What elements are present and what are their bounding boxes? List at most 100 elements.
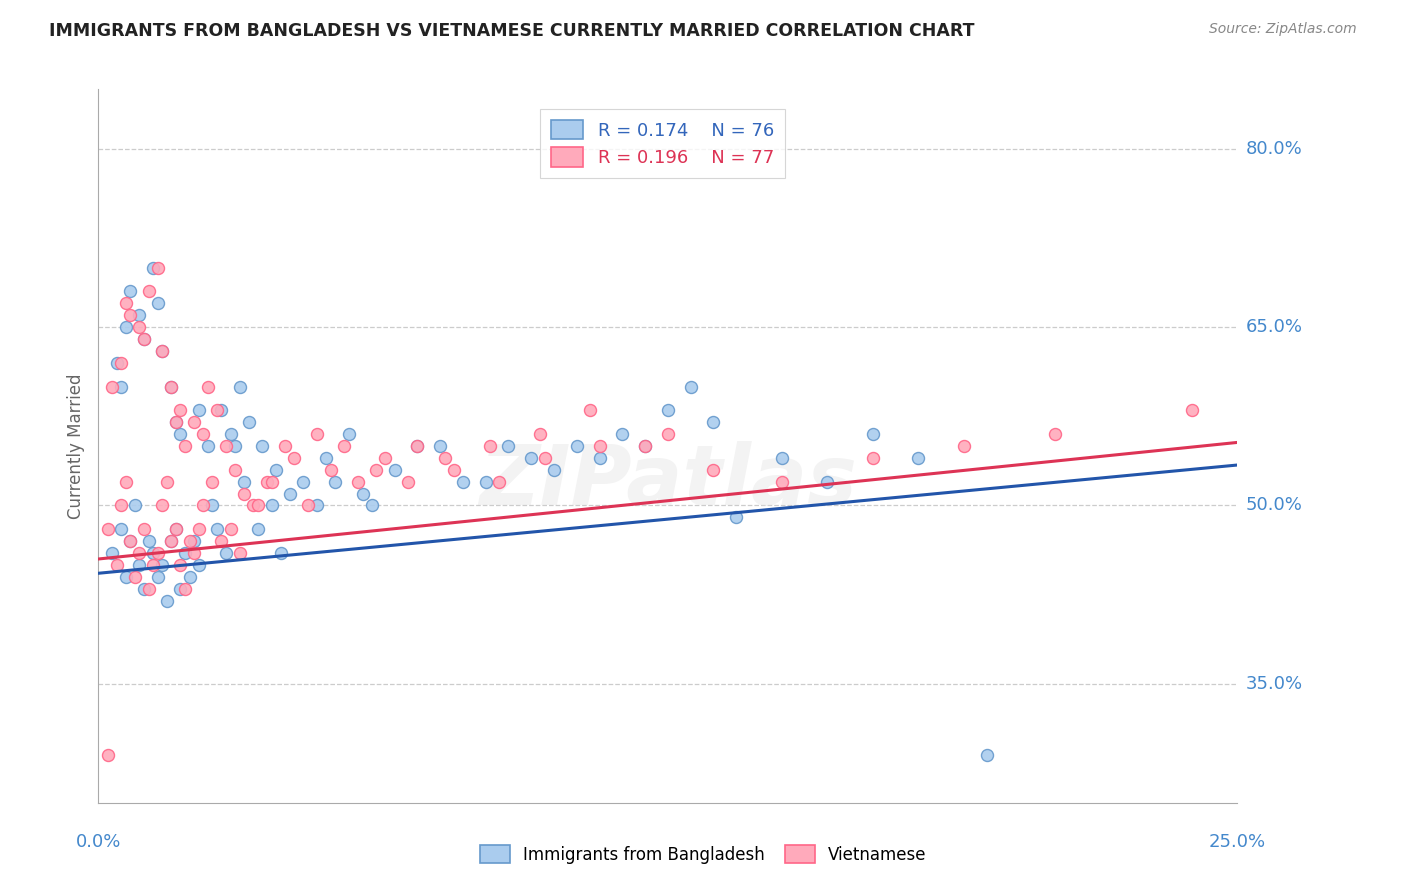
Point [197,379,219,393]
Point [183,415,205,429]
Point [1181,403,1204,417]
Point [219,427,242,442]
Point [156,593,179,607]
Point [128,546,150,560]
Point [406,439,429,453]
Point [193,499,215,513]
Point [862,427,884,442]
Point [352,486,374,500]
Point [169,427,191,442]
Point [433,450,456,465]
Point [543,463,565,477]
Point [319,463,342,477]
Point [142,558,165,572]
Point [634,439,657,453]
Point [588,450,610,465]
Text: 50.0%: 50.0% [1246,497,1302,515]
Text: 80.0%: 80.0% [1246,140,1302,158]
Point [150,343,173,358]
Point [333,439,356,453]
Point [193,427,215,442]
Point [120,534,142,549]
Point [183,534,205,549]
Point [347,475,370,489]
Point [228,379,250,393]
Point [770,450,793,465]
Point [128,320,150,334]
Point [256,475,278,489]
Point [174,546,197,560]
Point [101,379,124,393]
Point [96,522,118,536]
Point [976,748,998,763]
Point [110,356,132,370]
Point [138,534,160,549]
Point [366,463,388,477]
Point [634,439,657,453]
Point [307,499,329,513]
Point [150,499,173,513]
Point [150,558,173,572]
Point [260,499,283,513]
Point [529,427,551,442]
Point [110,379,132,393]
Point [165,522,187,536]
Point [702,415,724,429]
Point [146,296,169,310]
Point [132,332,155,346]
Point [201,499,224,513]
Point [657,427,679,442]
Point [520,450,543,465]
Text: Source: ZipAtlas.com: Source: ZipAtlas.com [1209,22,1357,37]
Point [165,522,187,536]
Point [165,415,187,429]
Point [105,558,128,572]
Point [169,582,191,596]
Point [174,582,197,596]
Point [246,522,269,536]
Point [565,439,588,453]
Point [488,475,510,489]
Point [1043,427,1066,442]
Point [315,450,337,465]
Point [474,475,496,489]
Point [114,475,136,489]
Point [110,522,132,536]
Point [120,285,142,299]
Point [205,403,228,417]
Point [374,450,396,465]
Point [209,534,232,549]
Point [657,403,679,417]
Point [209,403,232,417]
Point [156,475,179,489]
Point [179,534,201,549]
Point [165,415,187,429]
Point [205,522,228,536]
Point [274,439,297,453]
Point [96,748,118,763]
Point [187,403,209,417]
Point [124,499,146,513]
Text: 25.0%: 25.0% [1209,833,1265,851]
Point [146,260,169,275]
Point [953,439,976,453]
Point [612,427,634,442]
Point [224,463,246,477]
Point [679,379,702,393]
Point [187,522,209,536]
Point [215,439,238,453]
Point [384,463,406,477]
Point [264,463,287,477]
Point [907,450,929,465]
Point [183,546,205,560]
Text: IMMIGRANTS FROM BANGLADESH VS VIETNAMESE CURRENTLY MARRIED CORRELATION CHART: IMMIGRANTS FROM BANGLADESH VS VIETNAMESE… [49,22,974,40]
Point [138,285,160,299]
Point [201,475,224,489]
Point [120,534,142,549]
Point [451,475,474,489]
Point [105,356,128,370]
Point [128,308,150,322]
Point [132,332,155,346]
Point [160,534,183,549]
Point [120,308,142,322]
